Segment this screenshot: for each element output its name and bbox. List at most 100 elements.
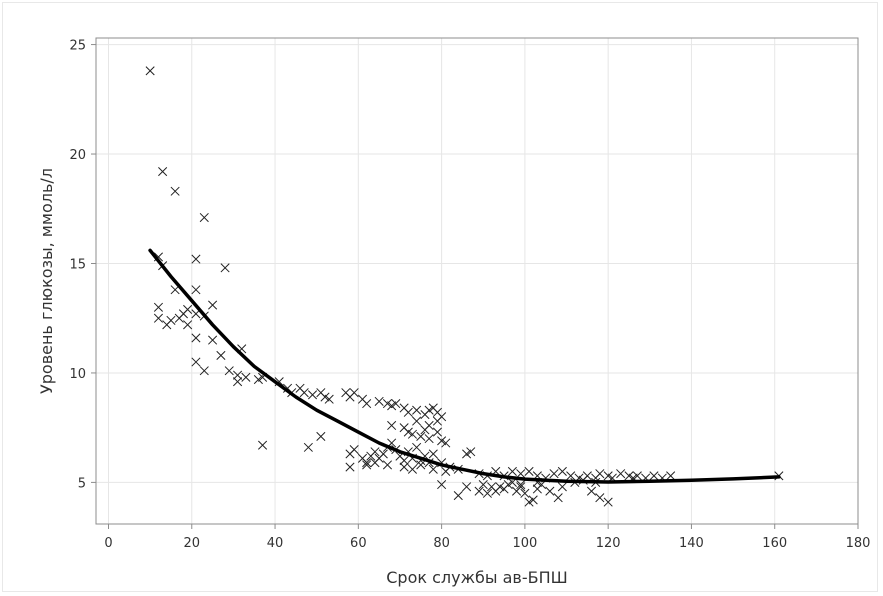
scatter-point [553,493,563,503]
scatter-point [299,388,309,398]
scatter-point [320,392,330,402]
scatter-point [145,66,155,76]
scatter-point [524,497,534,507]
scatter-point [495,482,505,492]
scatter-point [595,469,605,479]
scatter-point [516,482,526,492]
x-axis: 0 20 40 60 80 100 120 140 160 180 [104,524,870,551]
scatter-point [420,425,430,435]
scatter-point [595,493,605,503]
scatter-point [362,458,372,468]
x-tick-label: 100 [512,536,537,551]
scatter-point [399,462,409,472]
scatter-point [378,449,388,459]
scatter-point [524,466,534,477]
y-tick-label: 5 [78,476,86,491]
scatter-point [412,416,422,426]
scatter-point [441,438,451,448]
scatter-point [466,447,476,457]
scatter-point [158,166,168,177]
scatter-point [462,482,472,492]
scatter-point [412,442,422,452]
scatter-point [349,388,359,398]
scatter-point [233,370,243,380]
scatter-point [324,394,334,404]
y-axis-title: Уровень глюкозы, ммоль/л [37,168,56,394]
scatter-point [241,372,251,382]
scatter-point [170,186,180,196]
scatter-point [557,482,567,492]
scatter-point [432,427,442,437]
scatter-point [474,486,484,496]
scatter-point [416,460,426,470]
y-tick-label: 20 [69,148,86,163]
scatter-point [387,420,397,431]
scatter-point [428,464,438,474]
scatter-point [199,366,209,376]
scatter-point [316,431,326,441]
scatter-point [253,374,263,385]
scatter-point [387,401,397,411]
scatter-point [191,285,201,295]
scatter-point [603,497,613,507]
scatter-point [424,434,434,444]
scatter-point [382,460,393,470]
scatter-point [516,469,526,479]
scatter-point [516,480,526,490]
scatter-point [303,442,313,452]
plot-area [95,37,859,525]
scatter-point [183,320,193,330]
scatter-point [424,405,434,415]
scatter-point [549,469,559,479]
x-axis-title: Срок службы ав-БПШ [386,568,567,587]
scatter-point [416,431,426,441]
scatter-point [478,480,488,490]
scatter-point [557,466,567,477]
scatter-point [437,480,447,490]
x-tick-label: 140 [679,536,704,551]
x-tick-label: 80 [433,536,450,551]
fit-curve [148,248,781,484]
scatter-point [374,396,384,406]
scatter-point [403,407,413,417]
scatter-point [407,464,418,474]
scatter-point [666,471,676,481]
scatter-point [624,471,634,481]
scatter-point [632,471,642,481]
scatter-point [153,302,164,312]
scatter-point [482,488,492,498]
scatter-point [307,390,318,400]
scatter-point [216,350,226,360]
scatter-point [224,366,234,376]
x-tick-label: 0 [104,536,112,551]
scatter-point [441,466,451,477]
x-tick-label: 20 [183,536,200,551]
scatter-point [649,471,659,481]
scatter-point [191,357,201,367]
x-tick-label: 40 [267,536,284,551]
scatter-point [345,462,355,472]
scatter-point [399,455,409,466]
scatter-point [412,405,422,415]
scatter-point [258,440,268,450]
scatter-point [603,471,613,481]
data-points [145,66,784,507]
scatter-point [220,263,230,273]
scatter-point [191,333,201,343]
y-axis: 5 10 15 20 25 [69,39,96,491]
scatter-point [616,469,626,479]
scatter-point [586,486,597,496]
scatter-point [349,445,359,455]
scatter-point [566,471,576,481]
scatter-point [233,377,243,387]
scatter-point [453,490,463,501]
x-tick-label: 120 [596,536,621,551]
y-tick-label: 25 [69,39,86,54]
scatter-point [208,335,218,345]
scatter-point [545,486,555,496]
scatter-point [407,429,418,439]
grid-lines [96,38,859,524]
x-tick-label: 180 [846,536,871,551]
scatter-point [153,313,164,323]
